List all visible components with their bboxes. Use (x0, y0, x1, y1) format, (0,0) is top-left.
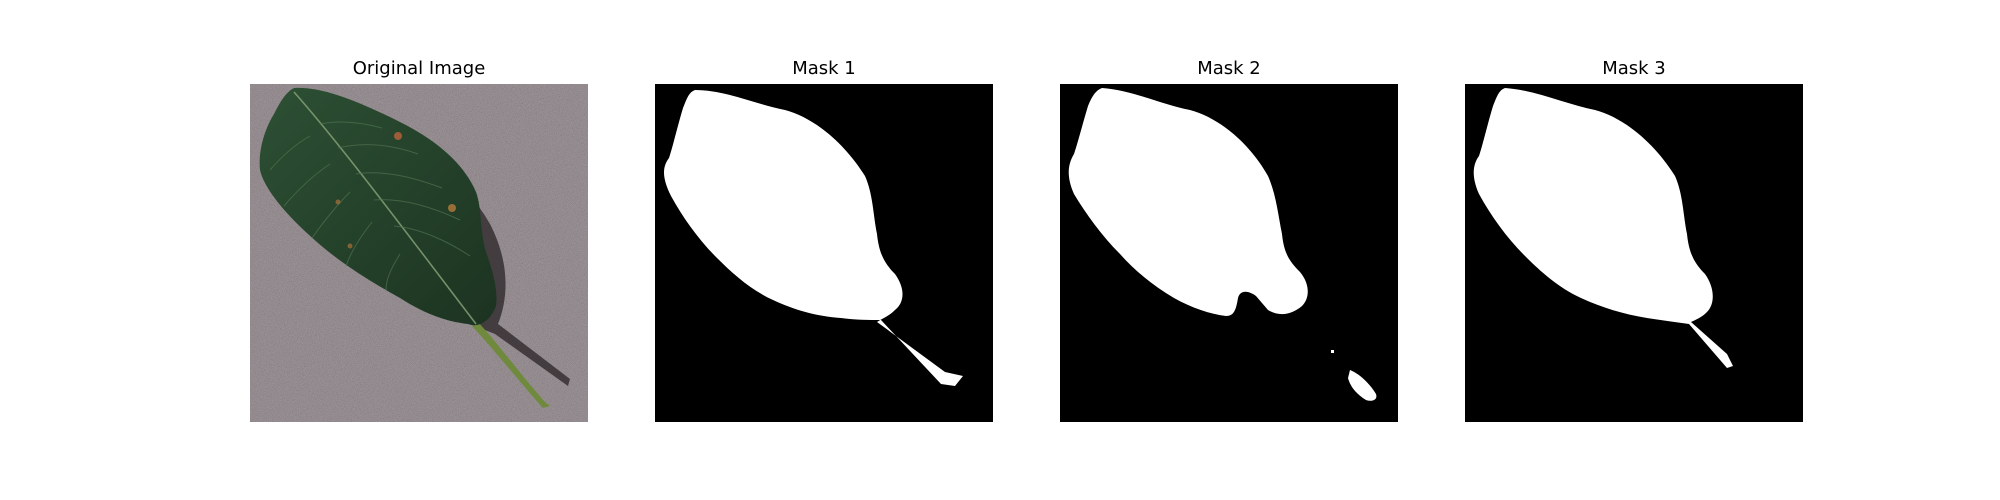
panel-title: Original Image (352, 58, 486, 79)
mask-1-image (655, 84, 993, 422)
leaf-blade (259, 87, 497, 326)
panel-mask-3: Mask 3 (1465, 0, 1803, 500)
mask-leaf-region (664, 90, 963, 386)
mask-leaf-region (1473, 88, 1733, 368)
mask-2-image (1060, 84, 1398, 422)
mask-3-image (1465, 84, 1803, 422)
leaf-spot (335, 199, 341, 205)
panel-mask-2: Mask 2 (1060, 0, 1398, 500)
original-leaf-photo (250, 84, 588, 422)
panel-title: Mask 1 (792, 58, 856, 79)
leaf-spot (347, 243, 353, 249)
panel-title: Mask 3 (1602, 58, 1666, 79)
leaf-spot (448, 204, 456, 212)
mask-stem-fragment (1348, 370, 1377, 401)
leaf-midrib (293, 91, 477, 325)
mask-noise-speck (1331, 350, 1334, 353)
panel-original-image: Original Image (250, 0, 588, 500)
leaf-veins (269, 121, 471, 291)
panel-mask-1: Mask 1 (655, 0, 993, 500)
panel-title: Mask 2 (1197, 58, 1261, 79)
leaf-stem (472, 322, 550, 408)
leaf-spot (394, 132, 402, 140)
mask-leaf-region (1068, 88, 1308, 316)
